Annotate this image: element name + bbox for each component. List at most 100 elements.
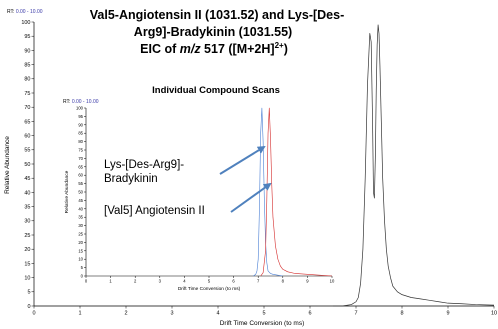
inset-rt-label: RT: 0.00 - 10.00 xyxy=(63,99,99,105)
main-y-tick-label: 55 xyxy=(24,148,30,154)
main-y-ticks: 0 5 10 15 20 25 30 35 40 45 50 55 60 65 70 75 80 85 90 95 10… xyxy=(21,20,34,310)
main-series-group xyxy=(333,24,495,307)
inset-x-tick-label: 2 xyxy=(134,279,137,284)
annotation-bradykinin: Lys-[Des-Arg9]- Bradykinin xyxy=(104,159,187,185)
main-x-axis-label: Drift Time Conversion (to ms) xyxy=(220,320,305,327)
main-y-tick-label: 35 xyxy=(24,205,30,211)
inset-y-tick-label: 60 xyxy=(78,173,83,178)
inset-y-tick-label: 90 xyxy=(78,122,83,127)
annotation-bradykinin-line-2: Bradykinin xyxy=(104,173,158,185)
inset-axes xyxy=(85,108,332,277)
main-y-tick-label: 60 xyxy=(24,134,30,140)
inset-y-tick-label: 85 xyxy=(78,131,83,136)
main-y-tick-label: 30 xyxy=(24,219,30,225)
inset-x-tick-label: 1 xyxy=(109,279,112,284)
main-x-ticks: 0 1 2 3 4 5 6 7 8 9 10 xyxy=(32,306,497,317)
inset-y-axis-label: Relative Abundance xyxy=(64,170,70,213)
title-eic-mz: m/z xyxy=(180,42,202,56)
main-rt-prefix: RT: xyxy=(7,9,14,15)
inset-y-tick-label: 65 xyxy=(78,164,83,169)
inset-x-tick-label: 9 xyxy=(306,279,309,284)
inset-y-tick-label: 95 xyxy=(78,114,83,119)
main-x-tick-label: 7 xyxy=(354,311,357,317)
main-y-tick-label: 10 xyxy=(24,276,30,282)
inset-y-tick-label: 5 xyxy=(81,265,84,270)
inset-y-tick-label: 100 xyxy=(76,105,84,110)
inset-y-tick-label: 20 xyxy=(78,240,83,245)
main-x-tick-label: 3 xyxy=(170,311,173,317)
main-x-tick-label: 2 xyxy=(124,311,127,317)
inset-x-tick-label: 8 xyxy=(282,279,285,284)
inset-x-tick-label: 10 xyxy=(330,279,335,284)
inset-x-tick-label: 3 xyxy=(159,279,162,284)
inset-y-tick-label: 15 xyxy=(78,248,83,253)
main-rt-label: RT: 0.00 - 10.00 xyxy=(7,9,43,15)
main-y-tick-label: 40 xyxy=(24,190,30,196)
inset-y-tick-label: 40 xyxy=(78,206,83,211)
inset-title: Individual Compound Scans xyxy=(152,85,280,96)
main-y-tick-label: 5 xyxy=(27,290,30,296)
inset-x-tick-label: 5 xyxy=(208,279,211,284)
inset-x-ticks: 0 1 2 3 4 5 6 7 8 9 10 xyxy=(85,276,335,284)
inset-rt-range: 0.00 - 10.00 xyxy=(72,99,99,105)
main-y-tick-label: 20 xyxy=(24,247,30,253)
arrow-bradykinin xyxy=(219,145,266,175)
inset-y-tick-label: 80 xyxy=(78,139,83,144)
inset-x-tick-label: 7 xyxy=(257,279,260,284)
inset-series-line-1 xyxy=(260,107,333,277)
main-y-tick-label: 70 xyxy=(24,105,30,111)
inset-rt-prefix: RT: xyxy=(63,99,70,105)
main-y-tick-label: 85 xyxy=(24,63,30,69)
inset-y-tick-label: 0 xyxy=(81,273,84,278)
main-x-tick-label: 4 xyxy=(216,311,219,317)
inset-x-axis-label: Drift Time Conversion (to ms) xyxy=(178,286,241,292)
main-x-tick-label: 0 xyxy=(32,311,35,317)
arrow-angiotensin xyxy=(230,182,272,213)
title-eic-value: 517 ([M+2H] xyxy=(201,42,275,56)
inset-y-ticks: 0 5 10 15 20 25 30 35 40 45 50 55 60 65 70 75 80 85 90 95 10… xyxy=(76,105,86,278)
chart-title-line-2: Arg9]-Bradykinin (1031.55) xyxy=(134,25,292,39)
title-eic-sup: 2+ xyxy=(275,41,284,50)
main-y-tick-label: 95 xyxy=(24,34,30,40)
inset-series-line-0 xyxy=(253,107,283,277)
main-y-tick-label: 65 xyxy=(24,119,30,125)
main-y-tick-label: 0 xyxy=(27,304,30,310)
inset-x-tick-label: 0 xyxy=(85,279,88,284)
main-y-tick-label: 75 xyxy=(24,91,30,97)
main-y-tick-label: 80 xyxy=(24,77,30,83)
main-y-tick-label: 50 xyxy=(24,162,30,168)
main-y-tick-label: 15 xyxy=(24,261,30,267)
main-x-tick-label: 1 xyxy=(78,311,81,317)
main-x-tick-label: 9 xyxy=(446,311,449,317)
main-x-tick-label: 6 xyxy=(308,311,311,317)
main-y-tick-label: 100 xyxy=(21,20,30,26)
annotation-angiotensin: [Val5] Angiotensin II xyxy=(104,205,205,217)
inset-y-tick-label: 70 xyxy=(78,156,83,161)
main-y-tick-label: 45 xyxy=(24,176,30,182)
inset-y-tick-label: 10 xyxy=(78,257,83,262)
inset-series-group xyxy=(253,107,333,277)
main-y-tick-label: 25 xyxy=(24,233,30,239)
inset-y-tick-label: 35 xyxy=(78,215,83,220)
chart-title-line-3: EIC of m/z 517 ([M+2H]2+) xyxy=(140,41,288,56)
chart-title-line-1: Val5-Angiotensin II (1031.52) and Lys-[D… xyxy=(90,8,344,22)
inset-x-tick-label: 4 xyxy=(183,279,186,284)
main-rt-range: 0.00 - 10.00 xyxy=(16,9,43,15)
inset-x-tick-label: 6 xyxy=(232,279,235,284)
annotation-bradykinin-line-1: Lys-[Des-Arg9]- xyxy=(104,159,184,171)
inset-y-tick-label: 25 xyxy=(78,231,83,236)
main-x-tick-label: 8 xyxy=(400,311,403,317)
title-eic-suffix: ) xyxy=(284,42,288,56)
inset-y-tick-label: 50 xyxy=(78,189,83,194)
inset-y-tick-label: 75 xyxy=(78,147,83,152)
main-x-tick-label: 10 xyxy=(491,311,497,317)
inset-y-tick-label: 30 xyxy=(78,223,83,228)
title-eic-prefix: EIC of xyxy=(140,42,180,56)
inset-y-tick-label: 45 xyxy=(78,198,83,203)
inset-y-tick-label: 55 xyxy=(78,181,83,186)
main-series-line-0 xyxy=(333,24,495,307)
main-y-axis-label: Relative Abundance xyxy=(4,136,11,194)
main-y-tick-label: 90 xyxy=(24,48,30,54)
main-x-tick-label: 5 xyxy=(262,311,265,317)
